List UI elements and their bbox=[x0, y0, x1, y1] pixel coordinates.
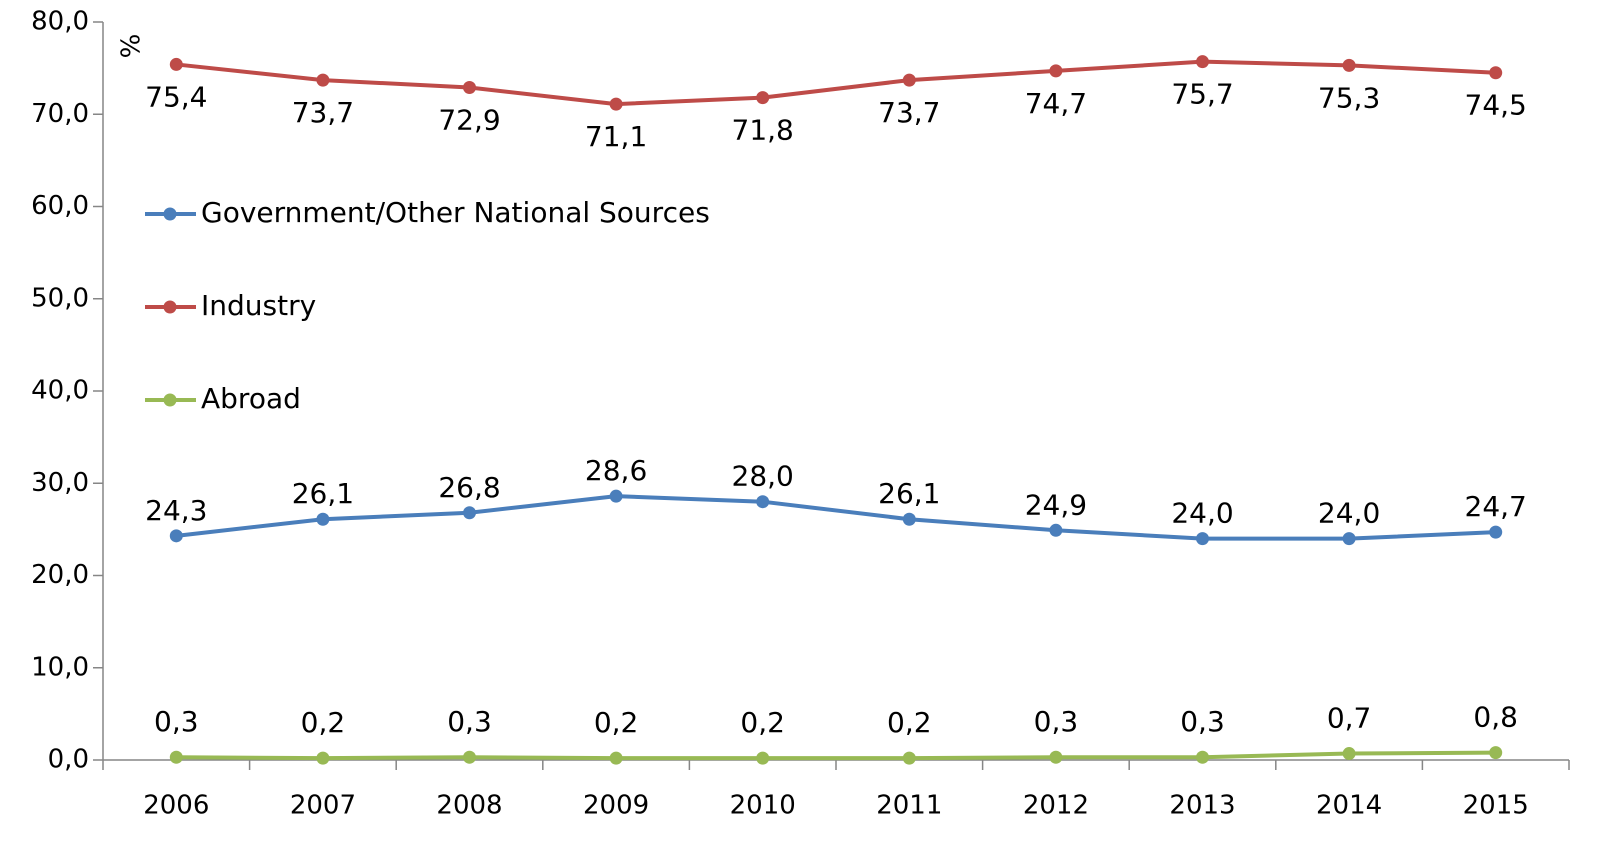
data-label: 0,3 bbox=[154, 705, 199, 738]
data-label: 24,0 bbox=[1318, 497, 1380, 530]
data-point bbox=[1342, 58, 1356, 72]
y-tick-label: 80,0 bbox=[31, 7, 89, 37]
data-label: 75,4 bbox=[145, 80, 207, 113]
y-tick-label: 20,0 bbox=[31, 560, 89, 590]
series-line bbox=[176, 750, 1496, 761]
data-point bbox=[609, 751, 623, 765]
data-point bbox=[902, 73, 916, 87]
data-point bbox=[316, 512, 330, 526]
data-label: 0,2 bbox=[740, 706, 785, 739]
data-point bbox=[1342, 532, 1356, 546]
data-point bbox=[756, 91, 770, 105]
data-label: 0,7 bbox=[1327, 702, 1372, 735]
legend-label: Industry bbox=[201, 289, 316, 322]
data-point bbox=[463, 750, 476, 764]
data-point bbox=[463, 506, 476, 520]
legend-label: Abroad bbox=[201, 382, 301, 415]
x-tick-label: 2009 bbox=[583, 791, 649, 821]
data-point bbox=[169, 57, 183, 71]
y-tick-label: 0,0 bbox=[48, 745, 89, 775]
legend-marker bbox=[163, 207, 177, 221]
x-tick-label: 2015 bbox=[1463, 791, 1529, 821]
data-label: 26,1 bbox=[878, 477, 940, 510]
data-label: 0,2 bbox=[301, 706, 346, 739]
data-point bbox=[902, 751, 916, 765]
x-tick-label: 2007 bbox=[290, 791, 356, 821]
data-point bbox=[609, 97, 623, 111]
data-label: 0,3 bbox=[447, 705, 492, 738]
legend-marker bbox=[163, 393, 177, 407]
data-label: 24,9 bbox=[1025, 488, 1087, 521]
data-point bbox=[756, 751, 770, 765]
data-label: 26,1 bbox=[292, 477, 354, 510]
data-label: 24,7 bbox=[1465, 490, 1527, 523]
series-line bbox=[176, 494, 1496, 541]
data-point bbox=[1342, 747, 1356, 761]
data-point bbox=[316, 751, 330, 765]
y-tick-label: 70,0 bbox=[31, 99, 89, 129]
y-tick-label: 30,0 bbox=[31, 468, 89, 498]
data-label: 73,7 bbox=[292, 96, 354, 129]
data-point bbox=[169, 750, 183, 764]
data-point bbox=[1196, 750, 1209, 764]
data-point bbox=[463, 80, 476, 94]
data-label: 24,0 bbox=[1171, 497, 1233, 530]
data-point bbox=[1196, 55, 1209, 69]
data-label: 74,5 bbox=[1465, 89, 1527, 122]
data-point bbox=[902, 512, 916, 526]
data-label: 72,9 bbox=[438, 103, 500, 136]
data-point bbox=[1489, 525, 1503, 539]
data-label: 0,2 bbox=[887, 706, 932, 739]
y-tick-label: 60,0 bbox=[31, 191, 89, 221]
legend-marker bbox=[163, 300, 177, 314]
data-label: 71,8 bbox=[732, 114, 794, 147]
data-label: 28,6 bbox=[585, 454, 647, 487]
data-label: 0,8 bbox=[1473, 701, 1518, 734]
data-point bbox=[1049, 64, 1063, 78]
data-point bbox=[756, 495, 770, 509]
y-tick-label: 10,0 bbox=[31, 652, 89, 682]
data-label: 0,3 bbox=[1034, 705, 1079, 738]
data-label: 74,7 bbox=[1025, 87, 1087, 120]
x-tick-label: 2010 bbox=[730, 791, 796, 821]
data-point bbox=[316, 73, 330, 87]
series-line bbox=[176, 59, 1496, 107]
data-label: 0,2 bbox=[594, 706, 639, 739]
x-tick-label: 2014 bbox=[1316, 791, 1382, 821]
y-axis-unit: % bbox=[117, 34, 147, 59]
data-point bbox=[1049, 750, 1063, 764]
data-point bbox=[169, 529, 183, 543]
data-label: 75,3 bbox=[1318, 81, 1380, 114]
data-label: 28,0 bbox=[732, 460, 794, 493]
x-tick-label: 2011 bbox=[876, 791, 942, 821]
data-point bbox=[1049, 523, 1063, 537]
y-tick-label: 50,0 bbox=[31, 283, 89, 313]
data-label: 71,1 bbox=[585, 120, 647, 153]
data-label: 24,3 bbox=[145, 494, 207, 527]
data-point bbox=[609, 489, 623, 503]
legend-label: Government/Other National Sources bbox=[201, 196, 710, 229]
x-tick-label: 2008 bbox=[436, 791, 502, 821]
data-label: 75,7 bbox=[1171, 78, 1233, 111]
x-tick-label: 2006 bbox=[143, 791, 209, 821]
data-point bbox=[1489, 746, 1503, 760]
data-point bbox=[1489, 66, 1503, 80]
x-tick-label: 2013 bbox=[1169, 791, 1235, 821]
data-label: 73,7 bbox=[878, 96, 940, 129]
x-tick-label: 2012 bbox=[1023, 791, 1089, 821]
data-point bbox=[1196, 532, 1209, 546]
data-label: 26,8 bbox=[438, 471, 500, 504]
y-tick-label: 40,0 bbox=[31, 376, 89, 406]
data-label: 0,3 bbox=[1180, 705, 1225, 738]
